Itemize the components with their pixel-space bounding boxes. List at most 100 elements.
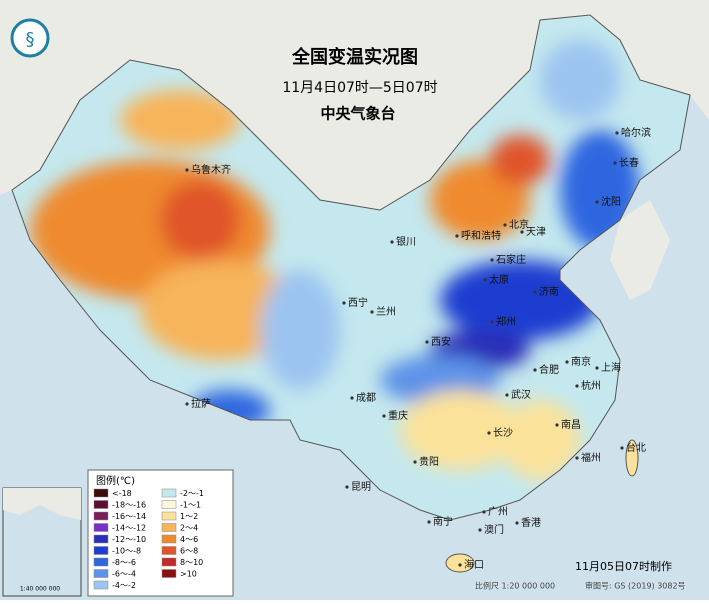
city-dot (490, 258, 494, 262)
legend-label: -6～-4 (112, 570, 136, 579)
legend-swatch (161, 546, 177, 555)
city-dot (390, 240, 394, 244)
legend-label: -1～1 (180, 501, 201, 510)
city-label: 天津 (526, 226, 546, 238)
legend-label: <-18 (112, 489, 132, 498)
city-label: 西安 (431, 335, 451, 348)
legend-swatch (161, 488, 177, 498)
city-label: 兰州 (376, 305, 396, 318)
city-label: 石家庄 (496, 253, 526, 266)
city-dot (595, 366, 599, 370)
legend-label: 1～2 (180, 512, 198, 521)
city-dot (613, 161, 617, 165)
city-dot (350, 396, 354, 400)
legend-label: -10～-8 (112, 547, 141, 556)
legend-label: 4～6 (180, 535, 198, 544)
city-dot (575, 456, 579, 460)
legend: 图例(℃) <-18 -18～-16 -16～-14 -14～-12 -12～-10 -1… (87, 469, 234, 597)
city-dot (575, 384, 579, 388)
city-dot (458, 563, 462, 567)
city-label: 合肥 (539, 363, 559, 376)
city-label: 福州 (581, 451, 601, 464)
legend-label: -14～-12 (112, 524, 146, 533)
city-dot (382, 414, 386, 418)
city-dot (482, 510, 486, 514)
legend-label: -16～-14 (112, 512, 146, 521)
legend-label: >10 (180, 570, 197, 579)
city-label: 郑州 (496, 315, 516, 328)
city-label: 长春 (619, 157, 639, 169)
city-label: 银川 (396, 235, 416, 248)
city-dot (595, 200, 599, 204)
korea (610, 200, 670, 300)
city-dot (455, 234, 459, 238)
city-label: 上海 (601, 361, 621, 374)
legend-swatch (93, 569, 109, 578)
legend-title: 图例(℃) (96, 474, 135, 487)
inset-scale: 1:40 000 000 (20, 586, 60, 593)
hainan (445, 553, 475, 573)
city-dot (185, 402, 189, 406)
legend-swatch (93, 488, 109, 498)
legend-swatch (93, 500, 109, 509)
city-dot (505, 393, 509, 397)
legend-label: 6～8 (180, 547, 198, 556)
city-dot (565, 360, 569, 364)
legend-swatch (161, 511, 177, 521)
city-dot (533, 368, 537, 372)
city-dot (427, 520, 431, 524)
legend-swatch (93, 546, 109, 555)
city-label: 西宁 (348, 296, 368, 309)
legend-swatch (161, 557, 177, 567)
city-label: 乌鲁木齐 (191, 163, 231, 176)
city-dot (615, 131, 619, 135)
city-label: 呼和浩特 (461, 230, 501, 242)
city-label: 重庆 (388, 409, 408, 422)
neighbor-land (0, 0, 709, 210)
city-dot (425, 340, 429, 344)
made-time: 11月05日07时制作 (575, 560, 672, 573)
taiwan (625, 439, 639, 477)
subtitle: 11月4日07时—5日07时 (282, 80, 437, 96)
city-dot (413, 460, 417, 464)
city-dot (370, 310, 374, 314)
city-label: 杭州 (581, 379, 601, 392)
city-dot (487, 431, 491, 435)
city-dot (483, 278, 487, 282)
city-label: 北京 (509, 218, 529, 231)
city-label: 广州 (488, 506, 508, 518)
city-dot (503, 223, 507, 227)
legend-swatch (93, 534, 109, 544)
legend-label: 2～4 (180, 524, 198, 533)
city-label: 长沙 (493, 427, 513, 439)
city-label: 香港 (521, 517, 541, 529)
approval: 审图号: GS (2019) 3082号 (585, 581, 686, 591)
city-dot (533, 290, 537, 294)
city-dot (515, 521, 519, 525)
agency: 中央气象台 (320, 105, 395, 123)
title: 全国变温实况图 (291, 46, 418, 68)
legend-swatch (161, 500, 177, 509)
legend-swatch (93, 557, 109, 567)
city-label: 海口 (464, 558, 484, 571)
legend-swatch (93, 580, 109, 590)
border (11, 14, 691, 521)
city-dot (342, 301, 346, 305)
logo-mark: § (26, 29, 35, 50)
city-label: 济南 (539, 285, 559, 298)
legend-swatch (93, 511, 109, 521)
city-dot (478, 528, 482, 532)
legend-label: -2～-1 (180, 489, 204, 498)
city-label: 太原 (489, 273, 509, 286)
city-label: 南宁 (433, 515, 453, 528)
city-label: 沈阳 (601, 195, 621, 208)
legend-label: -8～-6 (112, 558, 136, 567)
city-label: 澳门 (484, 523, 504, 536)
legend-label: 8～10 (180, 558, 203, 567)
legend-label: -18～-16 (112, 501, 146, 510)
city-label: 台北 (626, 441, 646, 454)
city-label: 南京 (571, 355, 591, 368)
city-dot (620, 446, 624, 450)
